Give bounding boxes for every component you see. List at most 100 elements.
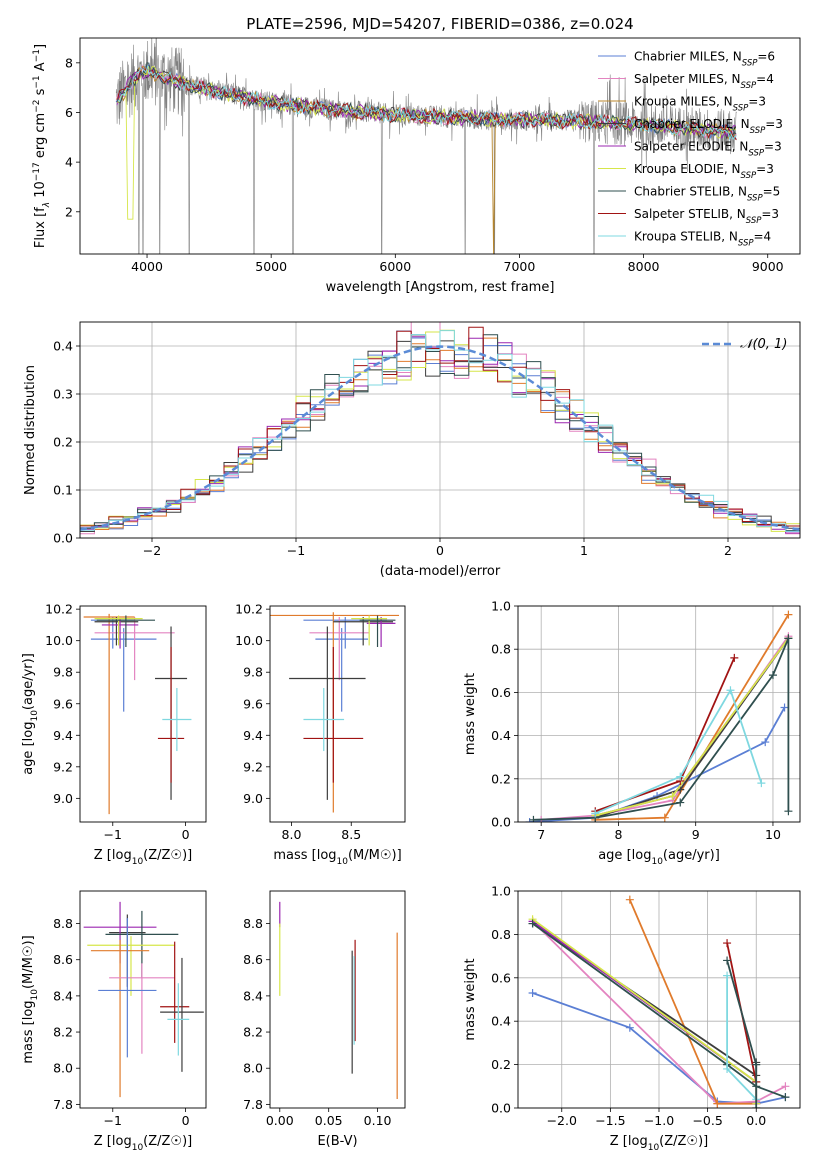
age-vs-mass-panel: 8.0 8.5 9.0 9.2 9.4 9.6 9.8 10.0 10.2 mass [log10… [235, 602, 406, 867]
y-tick-label: 8.4 [53, 988, 73, 1003]
model-spectrum-line [117, 66, 737, 141]
plot-area [528, 895, 790, 1108]
y-tick-label: 9.4 [243, 728, 263, 743]
mass-weight-line [594, 657, 736, 813]
massweight-vs-age-panel: 7 8 9 10 0.0 0.2 0.4 0.6 0.8 1.0 age [log10(age/yr… [463, 599, 801, 867]
y-tick-label: 8.4 [243, 988, 263, 1003]
legend-entry: Kroupa STELIB, NSSP=4 [634, 230, 771, 249]
mass-weight-line [594, 688, 763, 815]
y-tick-label: 8 [65, 55, 73, 70]
legend-entry: Salpeter ELODIE, NSSP=3 [634, 140, 782, 159]
x-axis-label: (data-model)/error [380, 564, 501, 579]
plot-area [279, 901, 398, 1099]
x-tick-label: −1.5 [595, 1113, 625, 1128]
plus-marker [730, 653, 739, 662]
y-tick-label: 0.6 [491, 685, 511, 700]
plus-marker [676, 798, 685, 807]
y-tick-label: 10.2 [235, 602, 263, 617]
y-tick-label: 6 [65, 105, 73, 120]
plot-area [270, 612, 400, 813]
axes-frame [517, 605, 801, 823]
y-tick-label: 9.0 [53, 791, 73, 806]
x-axis-label: E(B-V) [317, 1134, 357, 1149]
plus-marker [676, 772, 685, 781]
y-tick-label: 0.8 [491, 927, 511, 942]
x-tick-label: 7 [537, 827, 545, 842]
axes-frame [79, 605, 207, 823]
y-tick-label: 9.4 [53, 728, 73, 743]
plus-marker [723, 939, 732, 948]
x-tick-label: 8000 [628, 259, 660, 274]
x-tick-label: −0.5 [692, 1113, 722, 1128]
plus-marker [723, 1064, 732, 1073]
y-tick-label: 0.4 [491, 1014, 511, 1029]
mass-weight-line [533, 638, 790, 821]
mass-vs-EBV-panel: 0.00 0.05 0.10 7.8 8.0 8.2 8.4 8.6 8.8 E(B-V) [243, 890, 406, 1149]
y-tick-label: 9.2 [53, 759, 73, 774]
legend-entry: Salpeter STELIB, NSSP=3 [634, 207, 779, 226]
plus-marker [713, 1099, 722, 1108]
y-tick-label: 4 [65, 155, 73, 170]
y-tick-label: 0.1 [53, 483, 73, 498]
y-tick-label: 9.8 [243, 665, 263, 680]
y-axis-label: mass [log10(M/M☉)] [21, 935, 40, 1063]
legend-entry: Chabrier MILES, NSSP=6 [634, 50, 775, 69]
x-axis-label: Z [log10(Z/Z☉)] [610, 1134, 708, 1153]
y-tick-label: 8.8 [243, 916, 263, 931]
plus-marker [660, 813, 669, 822]
x-tick-label: 4000 [131, 259, 163, 274]
plot-area [83, 901, 204, 1098]
y-axis-label: mass weight [463, 958, 478, 1040]
y-tick-label: 0.6 [491, 970, 511, 985]
mass-weight-line [595, 637, 790, 817]
y-tick-label: 0.0 [491, 1101, 511, 1116]
y-tick-label: 9.0 [243, 791, 263, 806]
x-tick-label: 0 [182, 1113, 190, 1128]
plus-marker [781, 1082, 790, 1091]
plus-marker [757, 779, 766, 788]
gaussian-legend-label: 𝒩(0, 1) [740, 337, 787, 352]
model-spectrum-line [117, 64, 737, 141]
y-tick-label: 0.8 [491, 642, 511, 657]
plot-area [115, 38, 737, 254]
y-tick-label: 8.6 [53, 952, 73, 967]
x-tick-label: 0 [182, 827, 190, 842]
y-tick-label: 10.2 [45, 602, 73, 617]
model-spectrum-line [116, 67, 736, 139]
plus-marker [761, 738, 770, 747]
plus-marker [784, 610, 793, 619]
plus-marker [723, 971, 732, 980]
mass-vs-Z-panel: −1 0 7.8 8.0 8.2 8.4 8.6 8.8 Z [log10(Z/Z☉)] mass… [21, 890, 207, 1153]
x-tick-label: −1 [104, 827, 122, 842]
axes-frame [79, 890, 207, 1109]
x-tick-label: 10 [765, 827, 781, 842]
x-tick-label: 8 [614, 827, 622, 842]
legend-entry: Salpeter MILES, NSSP=4 [634, 72, 774, 91]
plus-marker [668, 792, 677, 801]
x-axis-label: mass [log10(M/M☉)] [273, 848, 401, 867]
y-axis-label: age [log10(age/yr)] [21, 653, 40, 775]
x-tick-label: −1.0 [644, 1113, 674, 1128]
axes-frame [79, 321, 801, 539]
x-tick-label: 6000 [379, 259, 411, 274]
plot-area [80, 322, 800, 538]
x-tick-label: 0.00 [266, 1113, 294, 1128]
x-tick-label: 0 [436, 543, 444, 558]
x-axis-label: wavelength [Angstrom, rest frame] [326, 280, 555, 295]
y-tick-label: 0.0 [491, 815, 511, 830]
legend-entry: Chabrier STELIB, NSSP=5 [634, 185, 780, 204]
axes-frame [269, 605, 406, 823]
y-tick-label: 7.8 [53, 1097, 73, 1112]
legend-entry: Kroupa MILES, NSSP=3 [634, 95, 766, 114]
axes-frame [269, 890, 406, 1109]
y-tick-label: 0.2 [53, 435, 73, 450]
x-axis-label: Z [log10(Z/Z☉)] [94, 1134, 192, 1153]
axes-frame [79, 37, 801, 255]
x-tick-label: −2 [143, 543, 161, 558]
x-axis-label: Z [log10(Z/Z☉)] [94, 848, 192, 867]
plus-marker [784, 634, 793, 643]
mass-weight-line [532, 922, 786, 1099]
y-axis-label: Flux [fλ 10−17 erg cm−2 s−1 A−1] [32, 44, 52, 248]
mass-weight-line [531, 920, 786, 1105]
x-tick-label: 1 [580, 543, 588, 558]
